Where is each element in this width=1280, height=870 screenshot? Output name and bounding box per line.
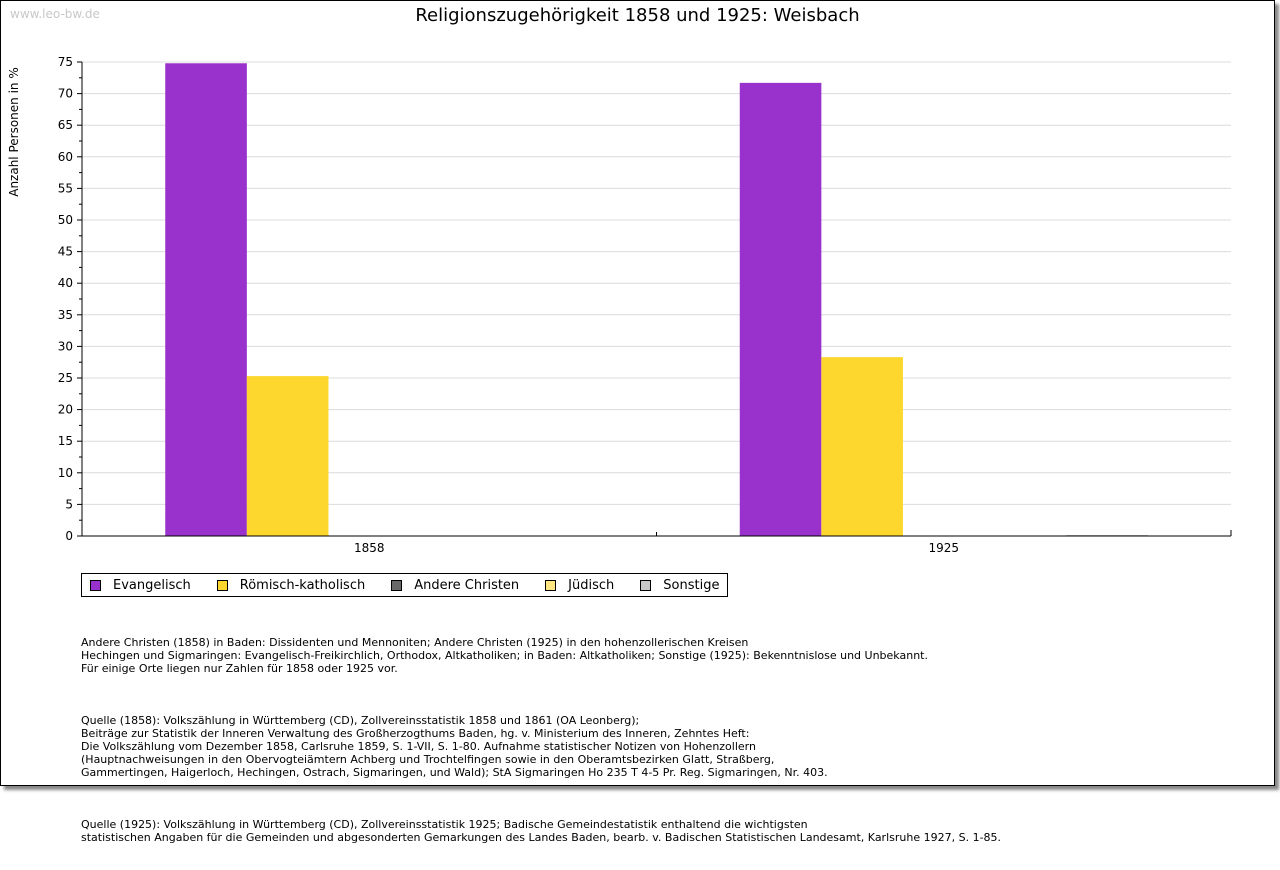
- y-tick-label: 10: [58, 466, 73, 480]
- legend-item: Sonstige: [640, 578, 719, 593]
- legend: Evangelisch Römisch-katholisch Andere Chri…: [81, 573, 729, 597]
- y-tick-label: 60: [58, 150, 73, 164]
- y-tick-label: 75: [58, 55, 73, 69]
- chart-title: Religionszugehörigkeit 1858 und 1925: We…: [415, 5, 860, 26]
- legend-swatch: [216, 579, 228, 591]
- watermark: www.leo-bw.de: [10, 7, 100, 21]
- y-tick-label: 15: [58, 434, 73, 448]
- bar-evangelisch-1858: [165, 63, 247, 536]
- legend-swatch: [545, 579, 557, 591]
- y-tick-label: 35: [58, 308, 73, 322]
- y-tick-label: 65: [58, 118, 73, 132]
- legend-swatch: [391, 579, 403, 591]
- note-source-1925: Quelle (1925): Volkszählung in Württembe…: [81, 818, 1002, 844]
- y-tick-label: 25: [58, 371, 73, 385]
- legend-item: Andere Christen: [391, 578, 519, 593]
- legend-label: Sonstige: [663, 577, 720, 593]
- x-tick-label: 1925: [928, 541, 959, 555]
- legend-swatch: [90, 579, 101, 591]
- x-tick-label: 1858: [354, 541, 385, 555]
- note-source-1858: Quelle (1858): Volkszählung in Württembe…: [81, 714, 828, 779]
- bar-evangelisch-1925: [739, 82, 822, 536]
- notes: Andere Christen (1858) in Baden: Disside…: [81, 610, 1001, 870]
- legend-item: Evangelisch: [90, 578, 191, 593]
- plot-area: 0 5 10 15 20 25 30 35 40 45 50 55 60 65 70 75 1858 1925: [58, 55, 1232, 555]
- y-tick-label: 55: [58, 181, 73, 195]
- y-tick-label: 40: [58, 276, 73, 290]
- y-tick-label: 45: [58, 245, 73, 259]
- y-tick-label: 70: [58, 87, 73, 101]
- y-tick-label: 50: [58, 213, 73, 227]
- legend-swatch: [640, 579, 652, 591]
- y-tick-label: 5: [65, 497, 73, 511]
- y-tick-label: 30: [58, 339, 73, 353]
- legend-item: Römisch-katholisch: [216, 577, 366, 593]
- legend-label: Andere Christen: [414, 577, 520, 593]
- legend-item: Jüdisch: [545, 578, 614, 593]
- bar-r-misch-katholisch-1925: [821, 357, 903, 536]
- y-tick-label: 20: [58, 403, 73, 417]
- legend-label: Evangelisch: [113, 577, 191, 593]
- bar-r-misch-katholisch-1858: [246, 376, 329, 536]
- y-tick-label: 0: [65, 529, 73, 543]
- legend-label: Jüdisch: [568, 577, 615, 593]
- chart-frame: www.leo-bw.de Religionszugehörigkeit 185…: [0, 0, 1275, 844]
- note-definitions: Andere Christen (1858) in Baden: Disside…: [81, 636, 928, 675]
- legend-label: Römisch-katholisch: [239, 577, 366, 593]
